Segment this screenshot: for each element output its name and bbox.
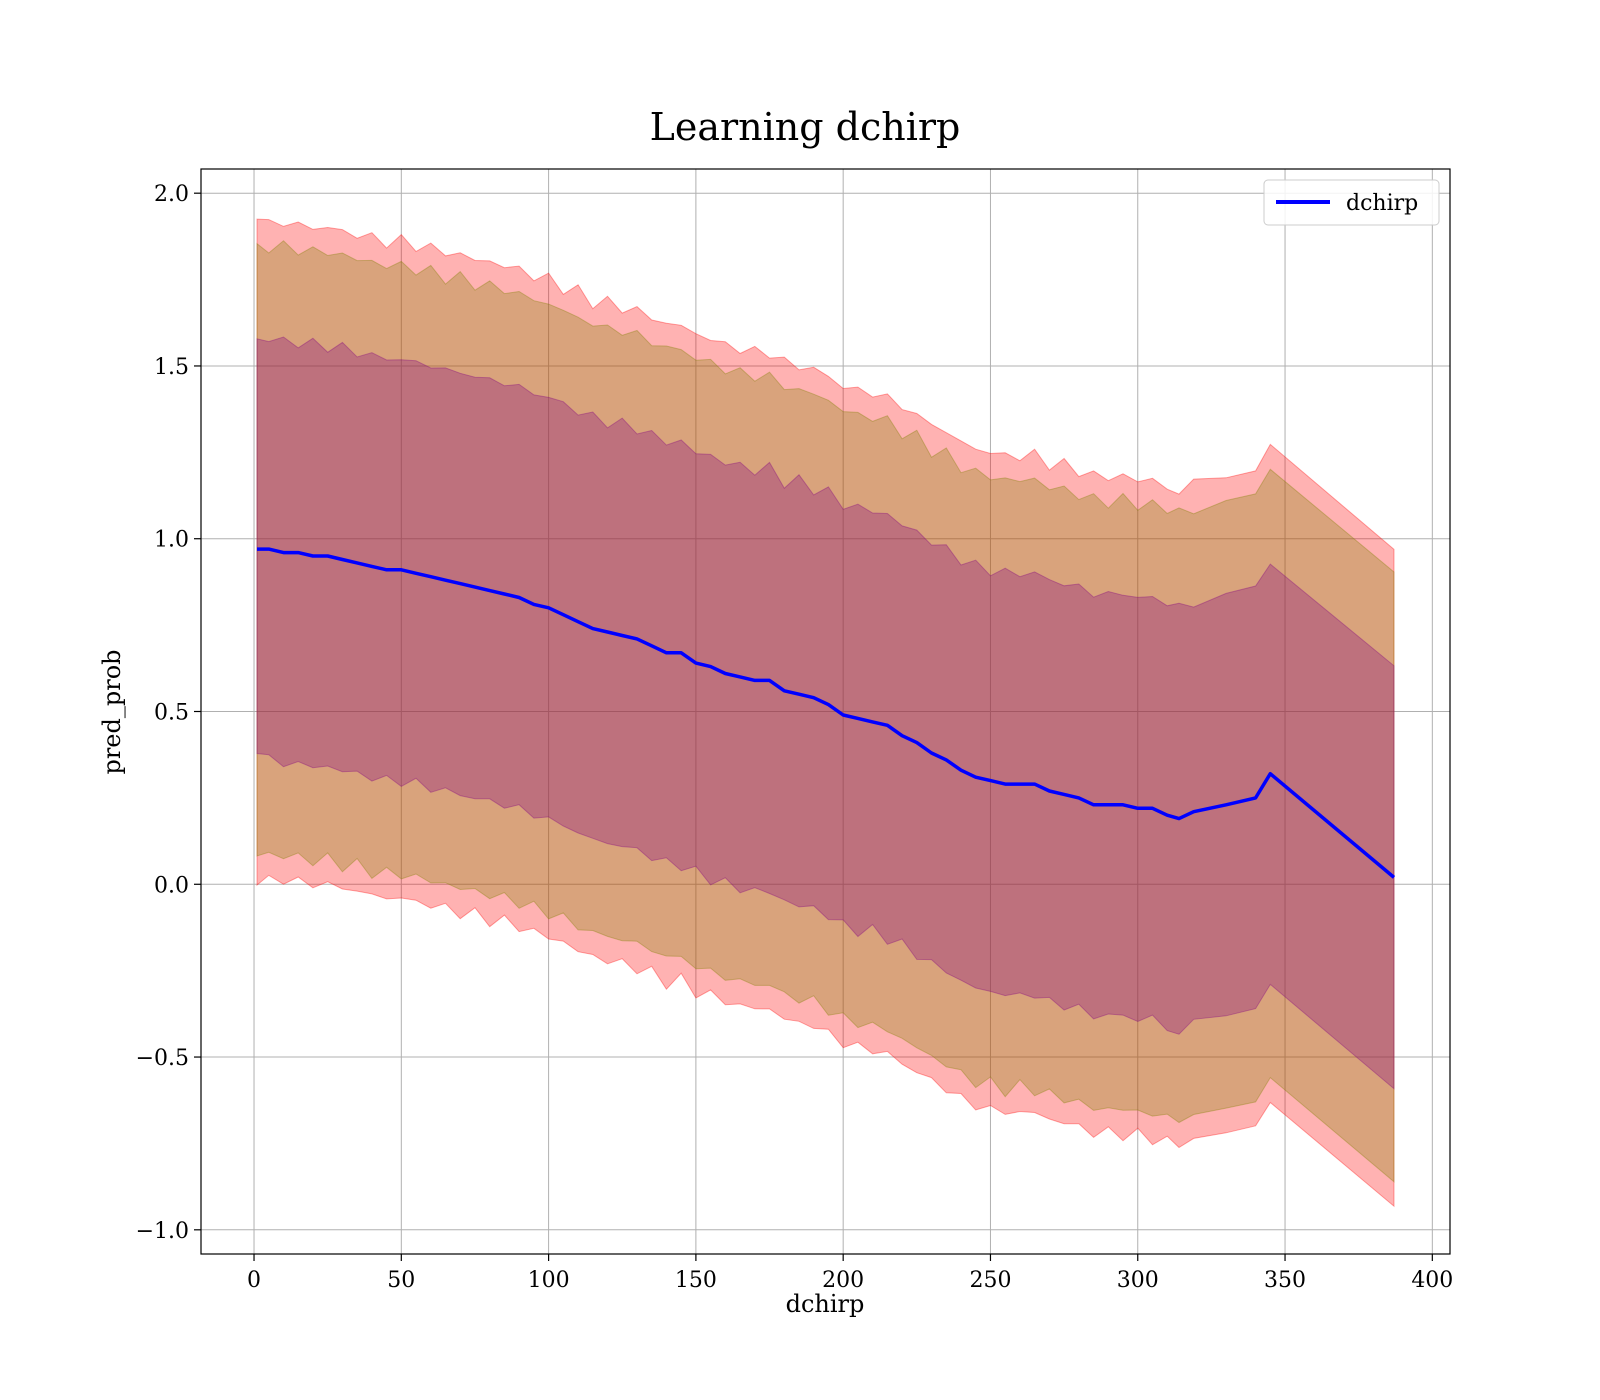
x-tick-label: 50: [387, 1268, 415, 1293]
confidence-band-3: [256, 336, 1395, 1090]
x-tick-label: 150: [675, 1268, 717, 1293]
y-tick-label: 0.0: [154, 873, 189, 898]
grid: [201, 169, 1450, 1254]
y-axis-ticks: −1.0 −0.5 0.0 0.5 1.0 1.5 2.0: [136, 182, 201, 1244]
y-axis-label: pred_prob: [98, 649, 126, 774]
x-tick-label: 200: [822, 1268, 864, 1293]
series-line-dchirp: [257, 547, 1396, 879]
legend-entry-dchirp: dchirp: [1346, 191, 1418, 216]
y-tick-label: −0.5: [136, 1046, 189, 1071]
x-tick-label: 0: [247, 1268, 261, 1293]
x-axis-label: dchirp: [786, 1290, 865, 1318]
x-axis-ticks: 0 50 100 150 200 250 300 350 400: [247, 1254, 1453, 1293]
chart-title: Learning dchirp: [650, 105, 961, 149]
x-tick-label: 250: [969, 1268, 1011, 1293]
x-tick-label: 400: [1411, 1268, 1453, 1293]
y-tick-label: 1.0: [154, 528, 189, 553]
y-tick-label: 1.5: [154, 355, 189, 380]
confidence-band-1: [256, 218, 1395, 1208]
y-tick-label: 0.5: [154, 701, 189, 726]
confidence-bands: [256, 218, 1395, 1208]
confidence-band-2: [256, 240, 1395, 1183]
y-tick-label: −1.0: [136, 1219, 189, 1244]
legend: dchirp: [1263, 179, 1440, 226]
legend-box: [1263, 179, 1440, 226]
y-tick-label: 2.0: [154, 182, 189, 207]
x-tick-label: 300: [1117, 1268, 1159, 1293]
x-tick-label: 100: [528, 1268, 570, 1293]
x-tick-label: 350: [1264, 1268, 1306, 1293]
series-lines: [257, 547, 1396, 879]
